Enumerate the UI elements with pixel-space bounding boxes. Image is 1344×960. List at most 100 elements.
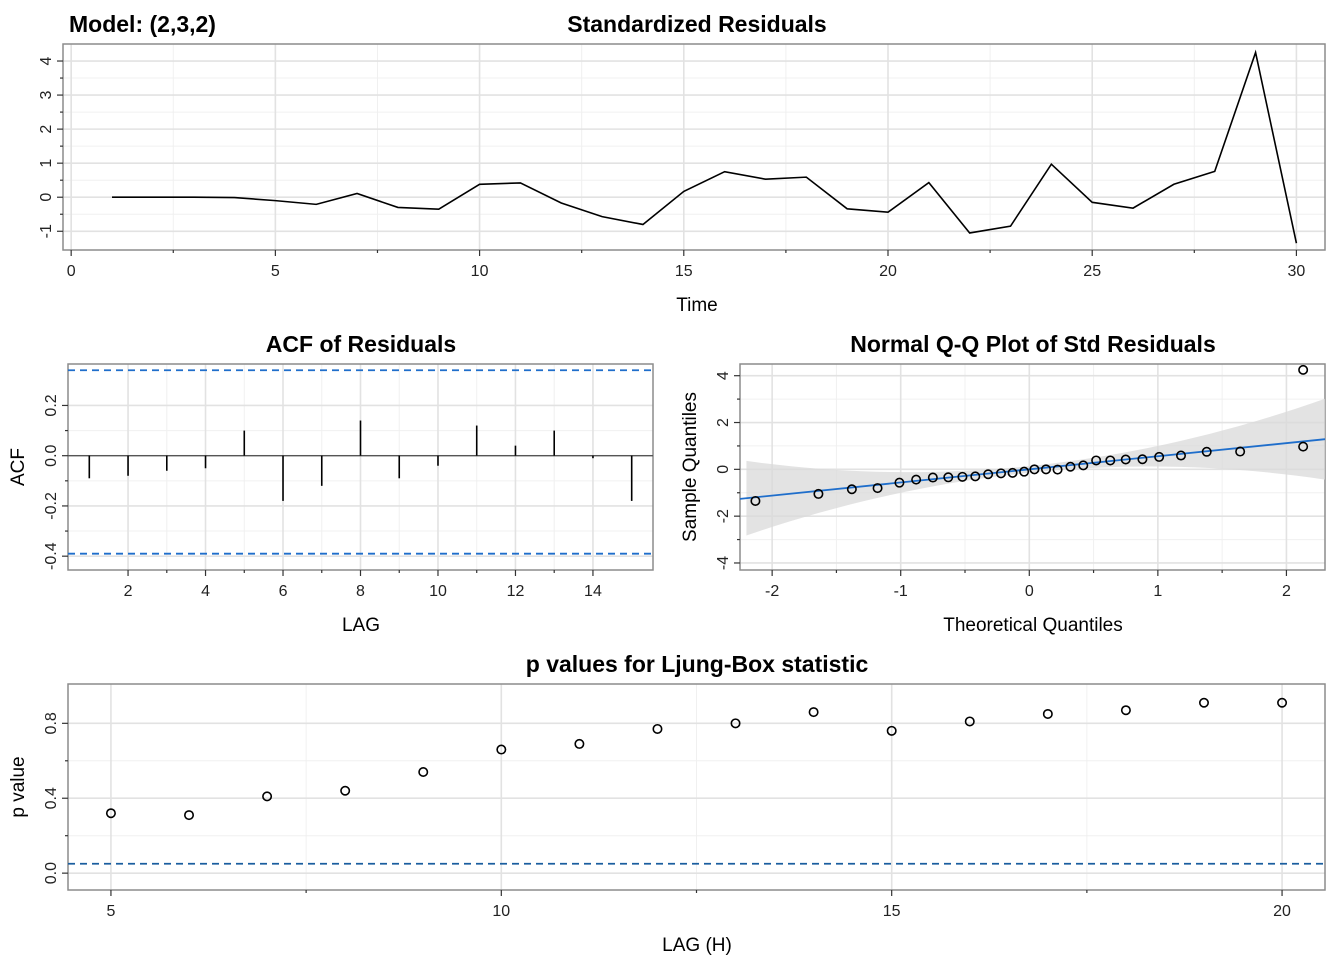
qq-panel: Normal Q-Q Plot of Std Residuals Theoret… xyxy=(680,331,1326,636)
std-residuals-x-tick-label: 0 xyxy=(67,263,76,280)
qq-y-tick-label: -2 xyxy=(715,509,732,523)
std-residuals-x-tick-label: 10 xyxy=(471,263,489,280)
std-residuals-x-tick-label: 25 xyxy=(1083,263,1101,280)
qq-point xyxy=(750,495,761,506)
std-residuals-y-tick-label: 0 xyxy=(38,193,55,202)
ljung-box-point xyxy=(105,808,116,819)
ljung-box-point xyxy=(808,707,819,718)
ljung-box-y-tick-label: 0.8 xyxy=(43,712,60,734)
qq-point xyxy=(970,471,981,482)
acf-x-tick-label: 12 xyxy=(507,583,525,600)
qq-point xyxy=(1105,455,1116,466)
qq-point xyxy=(995,468,1006,479)
qq-point xyxy=(1078,460,1089,471)
qq-point xyxy=(1029,464,1040,475)
ljung-box-point xyxy=(730,718,741,729)
acf-x-tick-label: 2 xyxy=(124,583,133,600)
ljung-box-point xyxy=(1042,708,1053,719)
qq-x-tick-label: -2 xyxy=(765,583,779,600)
std-residuals-title: Standardized Residuals xyxy=(567,11,826,37)
qq-xlabel: Theoretical Quantiles xyxy=(943,615,1123,636)
qq-y-tick-label: 0 xyxy=(715,465,732,474)
std-residuals-y-tick-label: -1 xyxy=(38,224,55,238)
qq-y-tick-label: 2 xyxy=(715,418,732,427)
ljung-box-point xyxy=(886,725,897,736)
acf-y-tick-label: 0.2 xyxy=(43,394,60,416)
qq-point xyxy=(943,472,954,483)
acf-x-tick-label: 4 xyxy=(201,583,210,600)
ljung-box-title: p values for Ljung-Box statistic xyxy=(526,651,869,677)
acf-grid xyxy=(68,364,653,570)
qq-point xyxy=(1235,446,1246,457)
ljung-box-point xyxy=(262,791,273,802)
qq-point xyxy=(1052,464,1063,475)
ljung-box-point xyxy=(1198,697,1209,708)
qq-x-tick-label: -1 xyxy=(894,583,908,600)
qq-y-tick-label: 4 xyxy=(715,371,732,380)
std-residuals-x-tick-label: 20 xyxy=(879,263,897,280)
qq-point xyxy=(1298,441,1309,452)
qq-confidence-band xyxy=(746,398,1325,536)
ljung-box-point xyxy=(574,738,585,749)
qq-point xyxy=(1137,454,1148,465)
ljung-box-point xyxy=(496,744,507,755)
qq-y-tick-label: -4 xyxy=(715,556,732,570)
ljung-box-point xyxy=(340,785,351,796)
acf-ylabel: ACF xyxy=(8,448,29,486)
ljung-box-x-tick-label: 15 xyxy=(883,903,901,920)
ljung-box-x-tick-label: 20 xyxy=(1273,903,1291,920)
qq-x-tick-label: 2 xyxy=(1282,583,1291,600)
std-residuals-y-tick-label: 1 xyxy=(38,159,55,168)
std-residuals-xlabel: Time xyxy=(676,295,718,316)
ljung-box-xlabel: LAG (H) xyxy=(662,935,732,956)
ljung-box-x-tick-label: 10 xyxy=(492,903,510,920)
ljung-box-panel: p values for Ljung-Box statistic LAG (H)… xyxy=(8,651,1326,956)
std-residuals-y-tick-label: 4 xyxy=(38,56,55,65)
acf-xlabel: LAG xyxy=(342,615,380,636)
acf-x-tick-label: 14 xyxy=(584,583,602,600)
ljung-box-point xyxy=(964,716,975,727)
qq-point xyxy=(1019,466,1030,477)
std-residuals-panel: Standardized Residuals Time 0 5 10 15 20 25 30… xyxy=(38,11,1326,316)
qq-point xyxy=(1007,467,1018,478)
std-residuals-x-tick-label: 30 xyxy=(1288,263,1306,280)
std-residuals-grid xyxy=(63,44,1325,250)
qq-point xyxy=(846,484,857,495)
acf-y-tick-label: -0.4 xyxy=(43,542,60,570)
ljung-box-point xyxy=(1277,697,1288,708)
ljung-box-ylabel: p value xyxy=(8,756,29,817)
qq-x-tick-label: 0 xyxy=(1025,583,1034,600)
std-residuals-series-line xyxy=(112,49,1298,244)
ljung-box-point xyxy=(652,723,663,734)
acf-y-tick-label: -0.2 xyxy=(43,492,60,520)
qq-point xyxy=(1041,464,1052,475)
qq-point xyxy=(911,474,922,485)
qq-point xyxy=(1091,455,1102,466)
ljung-box-point xyxy=(184,810,195,821)
acf-x-tick-label: 6 xyxy=(279,583,288,600)
std-residuals-y-tick-label: 2 xyxy=(38,125,55,134)
qq-title: Normal Q-Q Plot of Std Residuals xyxy=(850,331,1215,357)
ljung-box-point xyxy=(1120,705,1131,716)
qq-point xyxy=(957,471,968,482)
qq-reference-line xyxy=(739,438,1326,500)
ljung-box-grid xyxy=(68,684,1325,890)
acf-y-tick-label: 0.0 xyxy=(43,444,60,466)
std-residuals-frame xyxy=(62,43,1326,251)
qq-point xyxy=(1154,451,1165,462)
ljung-box-y-tick-label: 0.0 xyxy=(43,862,60,884)
ljung-box-x-tick-label: 5 xyxy=(106,903,115,920)
std-residuals-y-tick-label: 3 xyxy=(38,91,55,100)
std-residuals-x-tick-label: 5 xyxy=(271,263,280,280)
qq-point xyxy=(894,477,905,488)
qq-point xyxy=(927,472,938,483)
std-residuals-x-tick-label: 15 xyxy=(675,263,693,280)
qq-x-tick-label: 1 xyxy=(1153,583,1162,600)
qq-point xyxy=(813,488,824,499)
qq-point xyxy=(1176,450,1187,461)
acf-x-tick-label: 8 xyxy=(356,583,365,600)
ljung-box-y-tick-label: 0.4 xyxy=(43,787,60,809)
ljung-box-point xyxy=(418,767,429,778)
acf-title: ACF of Residuals xyxy=(266,331,456,357)
